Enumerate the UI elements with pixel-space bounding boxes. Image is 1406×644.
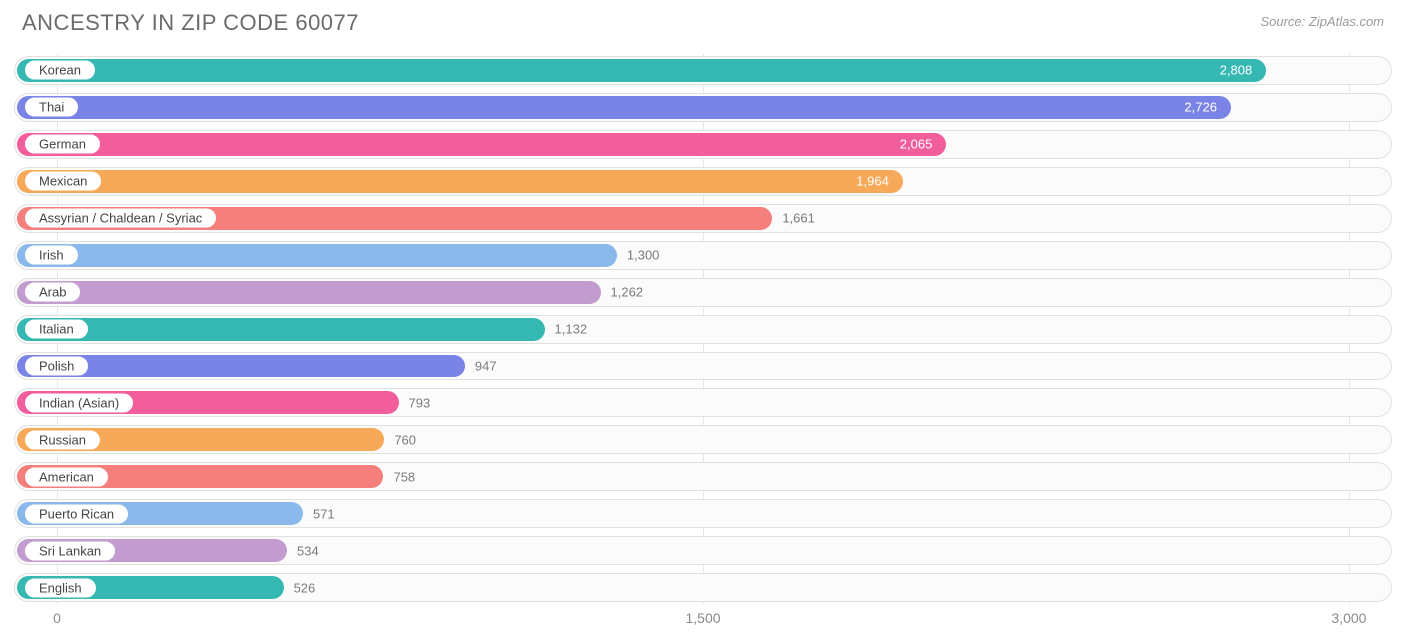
bar-fill	[17, 133, 946, 156]
bar-label-pill: Assyrian / Chaldean / Syriac	[24, 208, 217, 229]
bar-label-pill: Sri Lankan	[24, 540, 116, 561]
bar-row: Polish 947	[14, 350, 1392, 383]
bar-label-pill: Mexican	[24, 171, 102, 192]
bar-row: Thai 2,726	[14, 91, 1392, 124]
bar-value: 2,726	[1184, 100, 1217, 115]
bar-label-pill: Italian	[24, 319, 89, 340]
bar-value: 534	[297, 543, 319, 558]
bar-label-pill: English	[24, 577, 97, 598]
chart-header: ANCESTRY IN ZIP CODE 60077 Source: ZipAt…	[0, 0, 1406, 36]
bar-fill	[17, 244, 617, 267]
bar-value: 1,661	[782, 211, 815, 226]
bar-label-pill: Arab	[24, 282, 81, 303]
bar-label-pill: Irish	[24, 245, 79, 266]
bars-container: Korean 2,808 Thai 2,726 German 2,065 Mexican 1,…	[14, 54, 1392, 604]
bar-row: Irish 1,300	[14, 239, 1392, 272]
x-axis: 0 1,500 3,000	[14, 610, 1392, 632]
bar-value: 1,964	[856, 174, 889, 189]
bar-fill	[17, 281, 601, 304]
bar-row: Italian 1,132	[14, 313, 1392, 346]
bar-label-pill: Thai	[24, 97, 79, 118]
bar-row: Assyrian / Chaldean / Syriac 1,661	[14, 202, 1392, 235]
bar-label-pill: Polish	[24, 355, 89, 376]
bar-value: 526	[294, 580, 316, 595]
bar-value: 1,262	[611, 285, 644, 300]
bar-label-pill: German	[24, 134, 101, 155]
bar-row: American 758	[14, 460, 1392, 493]
bar-fill	[17, 170, 903, 193]
bar-row: Russian 760	[14, 423, 1392, 456]
bar-value: 760	[394, 432, 416, 447]
bar-label-pill: Korean	[24, 60, 96, 81]
bar-label-pill: Puerto Rican	[24, 503, 129, 524]
bar-value: 2,065	[900, 137, 933, 152]
chart-title: ANCESTRY IN ZIP CODE 60077	[22, 10, 359, 36]
bar-value: 1,132	[555, 322, 588, 337]
bar-row: Puerto Rican 571	[14, 497, 1392, 530]
bar-row: Korean 2,808	[14, 54, 1392, 87]
bar-row: Mexican 1,964	[14, 165, 1392, 198]
bar-row: German 2,065	[14, 128, 1392, 161]
bar-label-pill: Russian	[24, 429, 101, 450]
chart-source: Source: ZipAtlas.com	[1260, 10, 1384, 29]
x-axis-label: 1,500	[685, 610, 720, 626]
bar-fill	[17, 318, 545, 341]
bar-value: 758	[393, 469, 415, 484]
x-axis-label: 0	[53, 610, 61, 626]
x-axis-label: 3,000	[1331, 610, 1366, 626]
bar-fill	[17, 96, 1231, 119]
bar-fill	[17, 59, 1266, 82]
bar-row: Arab 1,262	[14, 276, 1392, 309]
bar-value: 947	[475, 358, 497, 373]
chart-plot-area: Korean 2,808 Thai 2,726 German 2,065 Mexican 1,…	[14, 54, 1392, 604]
bar-value: 1,300	[627, 248, 660, 263]
bar-row: English 526	[14, 571, 1392, 604]
bar-value: 793	[409, 395, 431, 410]
bar-value: 2,808	[1220, 63, 1253, 78]
bar-label-pill: Indian (Asian)	[24, 392, 134, 413]
bar-row: Sri Lankan 534	[14, 534, 1392, 567]
bar-label-pill: American	[24, 466, 109, 487]
bar-row: Indian (Asian) 793	[14, 386, 1392, 419]
bar-value: 571	[313, 506, 335, 521]
